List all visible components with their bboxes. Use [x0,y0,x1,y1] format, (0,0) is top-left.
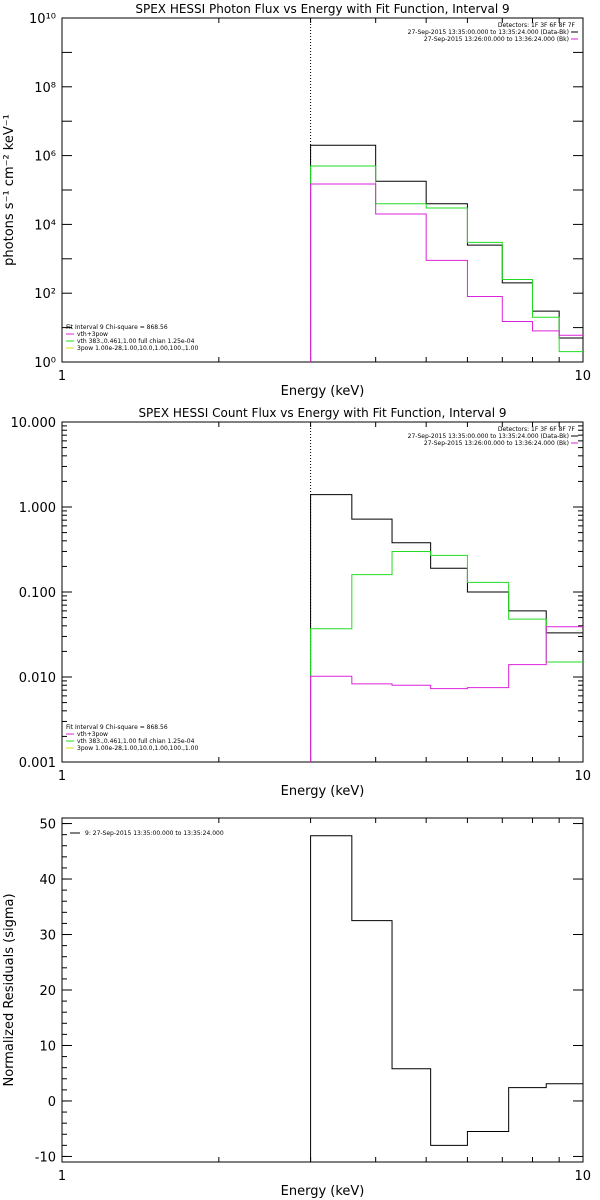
y-tick-label: 10⁰ [34,356,56,371]
x-tick-label: 10 [574,769,591,784]
fit-text: vth 383.,0.461,1.00 full chian 1.25e-04 [77,338,195,345]
fit-text: vth+3pow [77,331,108,338]
x-axis-label: Energy (keV) [281,784,365,799]
x-tick-label: 10 [574,369,591,384]
y-tick-label: -10 [35,1150,56,1165]
x-tick-label: 1 [58,1169,66,1184]
series-line-1 [310,144,583,362]
fit-annotation: Fit Interval 9 Chi-square = 868.56vth+3p… [66,724,198,752]
plot-frame [61,817,584,1163]
series-line-2 [310,550,583,762]
legend-text: 27-Sep-2015 13:26:00.000 to 13:36:24.000… [424,440,569,447]
y-tick-label: 0 [48,1095,56,1110]
y-tick-label: 30 [39,929,56,944]
legend-text: 27-Sep-2015 13:35:00.000 to 13:35:24.000… [408,29,569,36]
fit-text: Fit Interval 9 Chi-square = 868.56 [66,324,168,331]
x-tick-label: 1 [58,369,66,384]
legend-text: 27-Sep-2015 13:35:00.000 to 13:35:24.000… [408,433,569,440]
series-line-3 [310,183,583,362]
x-tick-label: 10 [574,1169,591,1184]
y-tick-label: 10⁶ [34,150,56,165]
y-tick-label: 10.000 [11,416,57,431]
x-axis-label: Energy (keV) [281,384,365,399]
chart-panel-1: SPEX HESSI Photon Flux vs Energy with Fi… [2,2,591,399]
y-tick-label: 20 [39,984,56,999]
plot-frame [61,17,584,363]
x-axis-label: Energy (keV) [281,1184,365,1199]
y-tick-label: 1.000 [19,501,56,516]
series-line-1 [310,494,583,762]
fit-text: vth+3pow [77,731,108,738]
legend-text: 9: 27-Sep-2015 13:35:00.000 to 13:35:24.… [85,830,224,837]
legend-text: Detectors: 1F 3F 6F 8F 7F [498,22,576,29]
series-line-3 [310,626,583,762]
legend-text: 27-Sep-2015 13:26:00.000 to 13:36:24.000… [424,36,569,43]
series-line-1 [310,835,583,1162]
fit-text: Fit Interval 9 Chi-square = 868.56 [66,724,168,731]
fit-text: 3pow 1.00e-28,1.00,10.0,1.00,100.,1.00 [77,745,198,752]
legend-text: Detectors: 1F 3F 6F 8F 7F [498,426,576,433]
x-tick-label: 1 [58,769,66,784]
y-tick-label: 0.100 [19,586,56,601]
y-tick-label: 0.010 [19,671,56,686]
chart-title: SPEX HESSI Photon Flux vs Energy with Fi… [135,2,509,16]
y-tick-label: 10² [34,287,56,302]
y-tick-label: 10 [39,1039,56,1054]
fit-text: 3pow 1.00e-28,1.00,10.0,1.00,100.,1.00 [77,345,198,352]
y-tick-label: 10¹⁰ [29,12,56,27]
chart-panel-2: SPEX HESSI Count Flux vs Energy with Fit… [11,406,592,799]
fit-text: vth 383.,0.461,1.00 full chian 1.25e-04 [77,738,195,745]
legend: 9: 27-Sep-2015 13:35:00.000 to 13:35:24.… [70,830,224,837]
y-axis-label: photons s⁻¹ cm⁻² keV⁻¹ [2,114,17,266]
chart-title: SPEX HESSI Count Flux vs Energy with Fit… [138,406,506,420]
y-tick-label: 40 [39,873,56,888]
chart-panel-3: 1 10 -10 0 10 20 30 40 50 Energy (keV) Normalized … [2,817,591,1199]
fit-annotation: Fit Interval 9 Chi-square = 868.56vth+3p… [66,324,198,352]
y-tick-label: 0.001 [19,756,56,771]
y-tick-label: 50 [39,818,56,833]
y-axis-label: Normalized Residuals (sigma) [2,893,17,1086]
series-line-2 [310,165,583,362]
y-tick-label: 10⁴ [34,218,56,233]
y-tick-label: 10⁸ [34,81,56,96]
